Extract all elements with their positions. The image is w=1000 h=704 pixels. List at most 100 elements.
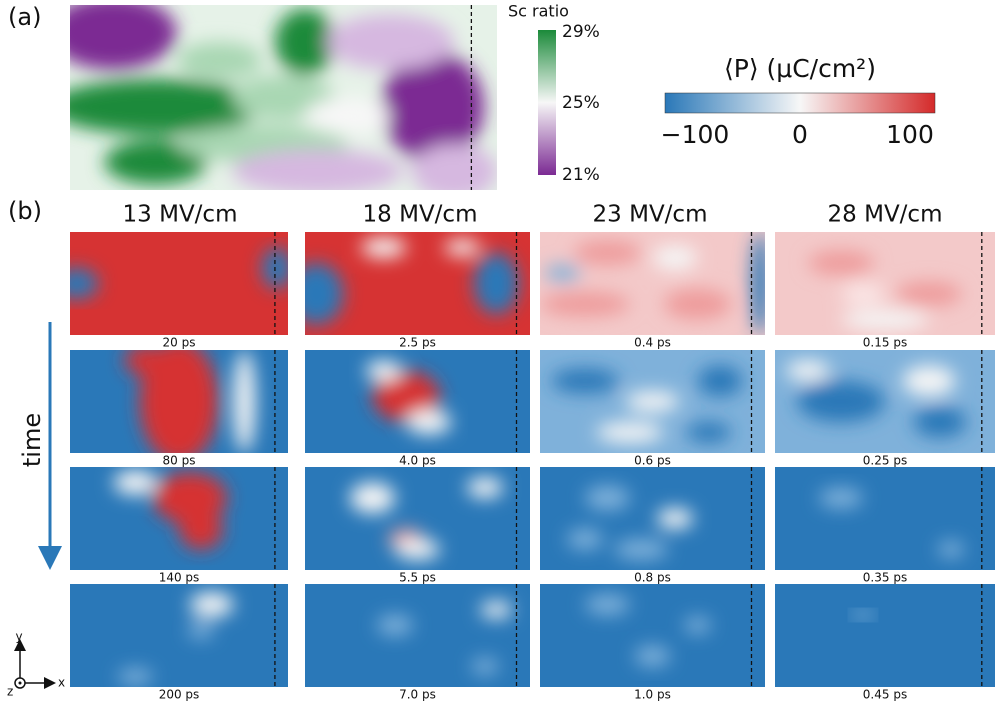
axis-label: x — [58, 676, 65, 690]
heatmap — [775, 584, 995, 687]
heatmap-blob — [365, 360, 402, 381]
heatmap-blob — [480, 601, 512, 618]
heatmap-blob — [444, 239, 481, 256]
heatmap-blob — [411, 143, 497, 190]
heatmap-blob — [139, 350, 219, 453]
sc-map — [70, 5, 497, 190]
heatmap-blob — [652, 245, 698, 271]
heatmap-field — [585, 594, 711, 667]
column-header: 23 MV/cm — [593, 202, 708, 228]
heatmap-blob — [350, 482, 395, 514]
heatmap-blob — [819, 487, 863, 509]
heatmap-field — [305, 237, 519, 325]
heatmap-blob — [551, 368, 619, 394]
colorbar-tick: 25% — [562, 93, 600, 113]
heatmap-field — [852, 609, 874, 621]
heatmap-blob — [852, 609, 874, 621]
heatmap-field — [350, 477, 503, 560]
heatmap-field — [70, 5, 497, 190]
heatmap-field — [786, 360, 967, 438]
heatmap-blob — [372, 370, 440, 423]
heatmap-blob — [657, 508, 693, 529]
time-stamp: 80 ps — [163, 454, 196, 468]
heatmap-base — [540, 584, 765, 687]
heatmap-blob — [684, 616, 711, 634]
axis-label: y — [15, 630, 22, 644]
colorbar-tick: 100 — [886, 120, 934, 149]
heatmap-base — [775, 467, 995, 570]
time-stamp: 0.45 ps — [863, 688, 907, 702]
heatmap — [540, 350, 765, 453]
heatmap-field — [365, 360, 452, 435]
panel-label: (a) — [8, 3, 41, 31]
heatmap-blob — [377, 614, 413, 636]
column-header: 13 MV/cm — [123, 202, 238, 228]
time-stamp: 4.0 ps — [399, 454, 436, 468]
heatmap-field — [540, 232, 765, 335]
time-stamp: 2.5 ps — [399, 336, 436, 350]
heatmap-blob — [179, 508, 223, 550]
time-stamp: 0.35 ps — [863, 571, 907, 585]
heatmap-blob — [902, 365, 956, 397]
heatmap-blob — [841, 283, 885, 305]
heatmap-blob — [786, 360, 830, 381]
heatmap-blob — [751, 232, 765, 335]
heatmap-blob — [232, 149, 404, 190]
heatmap — [775, 232, 995, 335]
heatmap — [540, 467, 765, 570]
heatmap-field — [377, 601, 512, 675]
heatmap-blob — [70, 5, 177, 70]
heatmap-blob — [189, 592, 234, 617]
heatmap-blob — [471, 658, 499, 675]
heatmap — [70, 5, 497, 190]
heatmap-blob — [467, 477, 503, 498]
heatmap — [540, 232, 765, 335]
time-stamp: 5.5 ps — [399, 571, 436, 585]
time-stamp: 0.4 ps — [634, 336, 671, 350]
colorbar-tick: 0 — [792, 120, 808, 149]
time-stamp: 0.25 ps — [863, 454, 907, 468]
heatmap-blob — [625, 391, 680, 412]
heatmap-field — [124, 350, 256, 453]
heatmap-blob — [634, 645, 671, 667]
heatmap-blob — [124, 350, 169, 376]
heatmap-blob — [573, 240, 642, 265]
heatmap-blob — [70, 79, 263, 135]
time-stamp: 0.15 ps — [863, 336, 907, 350]
heatmap-blob — [567, 528, 603, 550]
heatmap-base — [775, 584, 995, 687]
p-colorbar — [664, 92, 936, 114]
heatmap-base — [70, 584, 288, 687]
colorbar-tick: 21% — [562, 165, 600, 185]
time-stamp: 0.8 ps — [634, 571, 671, 585]
heatmap-blob — [697, 365, 743, 397]
time-stamp: 7.0 ps — [399, 688, 436, 702]
heatmap-blob — [395, 539, 440, 560]
column-header: 18 MV/cm — [363, 202, 478, 228]
colorbar-tick: −100 — [661, 120, 730, 149]
heatmap-blob — [70, 268, 99, 299]
heatmap-field — [551, 365, 743, 443]
heatmap — [775, 467, 995, 570]
heatmap-blob — [544, 264, 581, 282]
heatmap-blob — [937, 541, 965, 558]
heatmap-blob — [406, 409, 452, 435]
heatmap-blob — [540, 291, 630, 317]
heatmap-blob — [326, 14, 455, 70]
heatmap-blob — [808, 250, 874, 276]
heatmap-blob — [233, 350, 256, 453]
heatmap-blob — [104, 140, 207, 185]
heatmap-blob — [686, 422, 732, 443]
sc-colorbar — [538, 30, 556, 175]
p-maps: 13 MV/cm 20 ps 80 ps 140 ps 200 ps 18 MV/cm 2.… — [70, 202, 995, 702]
heatmap-blob — [187, 622, 214, 639]
heatmap-blob — [261, 247, 288, 289]
heatmap-base — [540, 232, 765, 335]
heatmap-blob — [585, 485, 630, 511]
colorbar-tick: 29% — [562, 22, 600, 42]
heatmap-blob — [797, 380, 885, 423]
heatmap — [305, 232, 530, 335]
heatmap-blob — [614, 539, 669, 560]
axis-label: z — [7, 685, 13, 699]
